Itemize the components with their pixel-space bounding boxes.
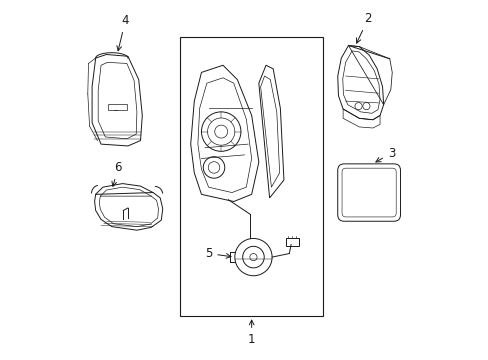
Bar xyxy=(180,37,323,316)
Bar xyxy=(285,238,299,246)
Text: 1: 1 xyxy=(247,320,255,346)
Text: 5: 5 xyxy=(204,247,230,260)
Bar xyxy=(107,104,127,110)
Text: 3: 3 xyxy=(375,147,394,162)
Text: 6: 6 xyxy=(112,161,122,186)
Text: 2: 2 xyxy=(356,12,371,43)
Text: 4: 4 xyxy=(117,14,129,51)
